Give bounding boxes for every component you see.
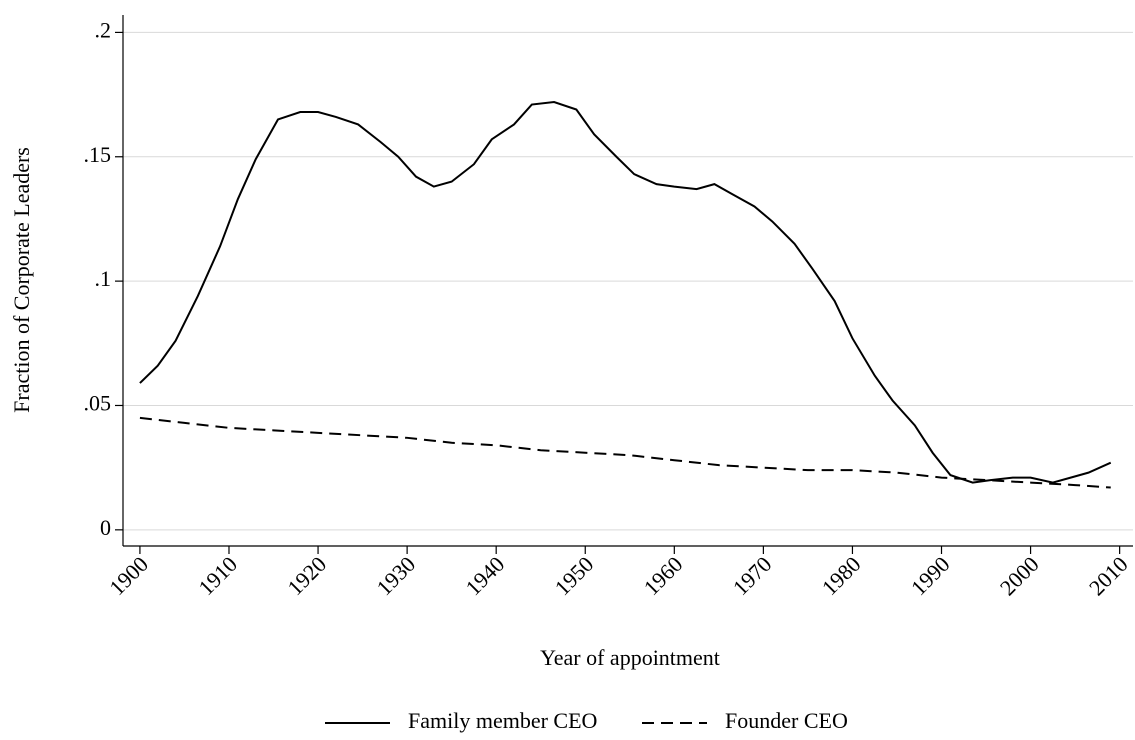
y-tick-label: .15 xyxy=(84,142,112,167)
y-tick-label: .2 xyxy=(95,17,112,42)
x-tick-label: 2010 xyxy=(1084,551,1133,600)
x-tick-label: 2000 xyxy=(995,551,1044,600)
line xyxy=(139,416,1111,489)
x-tick-label: 1900 xyxy=(104,551,153,600)
x-tick-label: 1960 xyxy=(639,551,688,600)
x-tick-label: 1920 xyxy=(282,551,331,600)
legend-label: Family member CEO xyxy=(408,708,597,733)
x-tick-label: 1910 xyxy=(193,551,242,600)
x-tick-label: 1930 xyxy=(371,551,420,600)
x-tick-label: 1990 xyxy=(906,551,955,600)
x-tick-label: 1940 xyxy=(460,551,509,600)
legend-label: Founder CEO xyxy=(725,708,848,733)
line xyxy=(139,101,1112,484)
y-tick-label: .1 xyxy=(95,266,112,291)
y-tick-label: .05 xyxy=(84,391,112,416)
y-tick-label: 0 xyxy=(100,515,111,540)
x-tick-label: 1970 xyxy=(728,551,777,600)
x-axis-title: Year of appointment xyxy=(540,645,720,670)
y-axis-title: Fraction of Corporate Leaders xyxy=(9,147,34,413)
x-tick-label: 1980 xyxy=(817,551,866,600)
x-tick-label: 1950 xyxy=(550,551,599,600)
